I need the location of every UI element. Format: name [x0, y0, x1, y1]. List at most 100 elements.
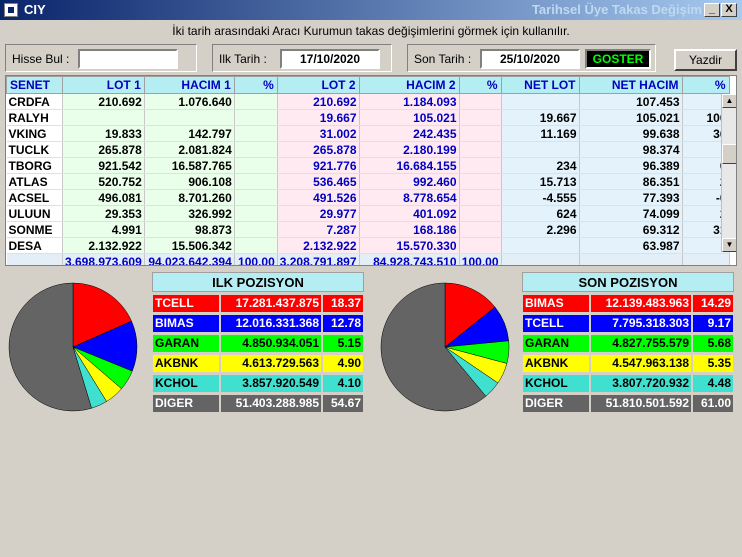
table-cell: 86.351: [579, 173, 683, 190]
pie-slice-bimas: [444, 282, 496, 348]
table-row[interactable]: ACSEL 496.081 8.701.260 491.526 8.778.654 -4.…: [6, 189, 730, 206]
row-symbol-cell: DESA: [6, 237, 63, 254]
table-cell: 496.081: [62, 189, 145, 206]
table-cell: [459, 205, 502, 222]
pozisyon-percent: 61.00: [692, 394, 734, 413]
col-header-net-hacim[interactable]: NET HACIM: [578, 76, 683, 94]
table-cell: 168.186: [359, 221, 460, 238]
total-cell: 100,00: [234, 253, 278, 265]
grid-vertical-scrollbar[interactable]: ▲ ▼: [721, 94, 736, 252]
table-row[interactable]: SONME 4.991 98.873 7.287 168.186 2.296 69.312 3…: [6, 221, 730, 238]
table-cell: [682, 141, 730, 158]
total-cell: 3.698.973.609: [62, 253, 145, 265]
col-header-senet[interactable]: SENET: [6, 76, 63, 94]
pozisyon-symbol: BIMAS: [152, 314, 220, 333]
row-symbol-cell: TUCLK: [6, 141, 63, 158]
goster-button[interactable]: GOSTER: [585, 49, 651, 69]
hisse-bul-panel: [5, 44, 197, 72]
table-row[interactable]: ATLAS 520.752 906.108 536.465 992.460 15.713 8…: [6, 173, 730, 190]
pie-slice-tcell: [72, 282, 132, 348]
table-row[interactable]: VKING 19.833 142.797 31.002 242.435 11.169 99.…: [6, 125, 730, 142]
takas-table: SENET LOT 1 HACIM 1 % LOT 2 HACIM 2 % NE…: [6, 76, 730, 265]
pozisyon-percent: 9.17: [692, 314, 734, 333]
pozisyon-percent: 12.78: [322, 314, 364, 333]
pozisyon-symbol: GARAN: [522, 334, 590, 353]
col-header-pct2[interactable]: %: [458, 76, 502, 94]
table-cell: 326.992: [144, 205, 235, 222]
pozisyon-symbol: GARAN: [152, 334, 220, 353]
table-cell: 8.778.654: [359, 189, 460, 206]
table-cell: [459, 221, 502, 238]
pozisyon-row: GARAN 4.850.934.051 5.15: [152, 334, 364, 353]
pozisyon-value: 4.850.934.051: [220, 334, 322, 353]
col-header-pct1[interactable]: %: [233, 76, 278, 94]
row-symbol-cell: CRDFA: [6, 93, 63, 110]
minimize-button[interactable]: _: [704, 3, 720, 17]
pozisyon-percent: 18.37: [322, 294, 364, 313]
col-header-hacim1[interactable]: HACIM 1: [143, 76, 235, 94]
table-cell: 96.389: [579, 157, 683, 174]
ilk-tarih-field[interactable]: 17/10/2020: [280, 49, 380, 69]
pozisyon-row: BIMAS 12.016.331.368 12.78: [152, 314, 364, 333]
table-cell: 11.169: [501, 125, 580, 142]
scroll-up-arrow-icon[interactable]: ▲: [722, 94, 736, 108]
col-header-hacim2[interactable]: HACIM 2: [358, 76, 460, 94]
table-row[interactable]: TUCLK 265.878 2.081.824 265.878 2.180.199 98.…: [6, 141, 730, 158]
table-cell: 2.132.922: [277, 237, 360, 254]
table-row[interactable]: TBORG 921.542 16.587.765 921.776 16.684.155 2…: [6, 157, 730, 174]
table-cell: 15.506.342: [144, 237, 235, 254]
pozisyon-value: 51.810.501.592: [590, 394, 692, 413]
col-header-net-pct[interactable]: %: [681, 76, 730, 94]
table-cell: 16.587.765: [144, 157, 235, 174]
table-cell: 1.076.640: [144, 93, 235, 110]
table-cell: 19.833: [62, 125, 145, 142]
table-cell: 921.776: [277, 157, 360, 174]
yazdir-button[interactable]: Yazdir: [674, 49, 737, 71]
table-cell: 98.873: [144, 221, 235, 238]
close-button[interactable]: X: [721, 3, 737, 17]
table-row[interactable]: ULUUN 29.353 326.992 29.977 401.092 624 74.099…: [6, 205, 730, 222]
table-cell: [459, 173, 502, 190]
table-cell: [234, 237, 278, 254]
ilk-tarih-panel: [212, 44, 392, 72]
info-text: İki tarih arasındaki Aracı Kurumun takas…: [172, 24, 570, 38]
pozisyon-row: BIMAS 12.139.483.963 14.29: [522, 294, 734, 313]
scroll-thumb[interactable]: [722, 144, 736, 164]
pozisyon-value: 17.281.437.875: [220, 294, 322, 313]
scroll-down-arrow-icon[interactable]: ▼: [722, 238, 736, 252]
pozisyon-value: 7.795.318.303: [590, 314, 692, 333]
title-bar[interactable]: CIY Tarihsel Üye Takas Değişim _ X: [0, 0, 742, 20]
table-row[interactable]: RALYH 19.667 105.021 19.667 105.021 100: [6, 109, 730, 126]
table-row[interactable]: DESA 2.132.922 15.506.342 2.132.922 15.570.3…: [6, 237, 730, 254]
table-cell: 0: [682, 157, 730, 174]
table-cell: 16.684.155: [359, 157, 460, 174]
son-tarih-field[interactable]: 25/10/2020: [480, 49, 580, 69]
table-cell: [682, 93, 730, 110]
table-cell: 142.797: [144, 125, 235, 142]
table-cell: 2: [682, 173, 730, 190]
pozisyon-symbol: KCHOL: [152, 374, 220, 393]
table-cell: [234, 157, 278, 174]
pozisyon-value: 4.613.729.563: [220, 354, 322, 373]
table-cell: 15.570.330: [359, 237, 460, 254]
total-cell: [579, 253, 683, 265]
table-cell: 624: [501, 205, 580, 222]
row-symbol-cell: VKING: [6, 125, 63, 142]
pozisyon-value: 3.807.720.932: [590, 374, 692, 393]
col-header-lot1[interactable]: LOT 1: [62, 76, 145, 94]
pozisyon-symbol: AKBNK: [152, 354, 220, 373]
hisse-bul-input[interactable]: [78, 49, 178, 69]
total-cell: [501, 253, 580, 265]
table-cell: [459, 157, 502, 174]
table-cell: 19.667: [277, 109, 360, 126]
takas-grid[interactable]: SENET LOT 1 HACIM 1 % LOT 2 HACIM 2 % NE…: [5, 75, 737, 266]
table-cell: 520.752: [62, 173, 145, 190]
table-row[interactable]: CRDFA 210.692 1.076.640 210.692 1.184.093 107…: [6, 93, 730, 110]
app-icon[interactable]: [4, 3, 18, 17]
table-cell: 491.526: [277, 189, 360, 206]
pozisyon-symbol: DIGER: [152, 394, 220, 413]
col-header-lot2[interactable]: LOT 2: [276, 76, 360, 94]
table-cell: [234, 221, 278, 238]
col-header-net-lot[interactable]: NET LOT: [500, 76, 580, 94]
pie-slice-diger: [8, 282, 92, 412]
